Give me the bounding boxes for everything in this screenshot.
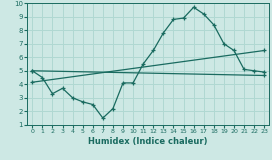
X-axis label: Humidex (Indice chaleur): Humidex (Indice chaleur) <box>88 137 208 146</box>
